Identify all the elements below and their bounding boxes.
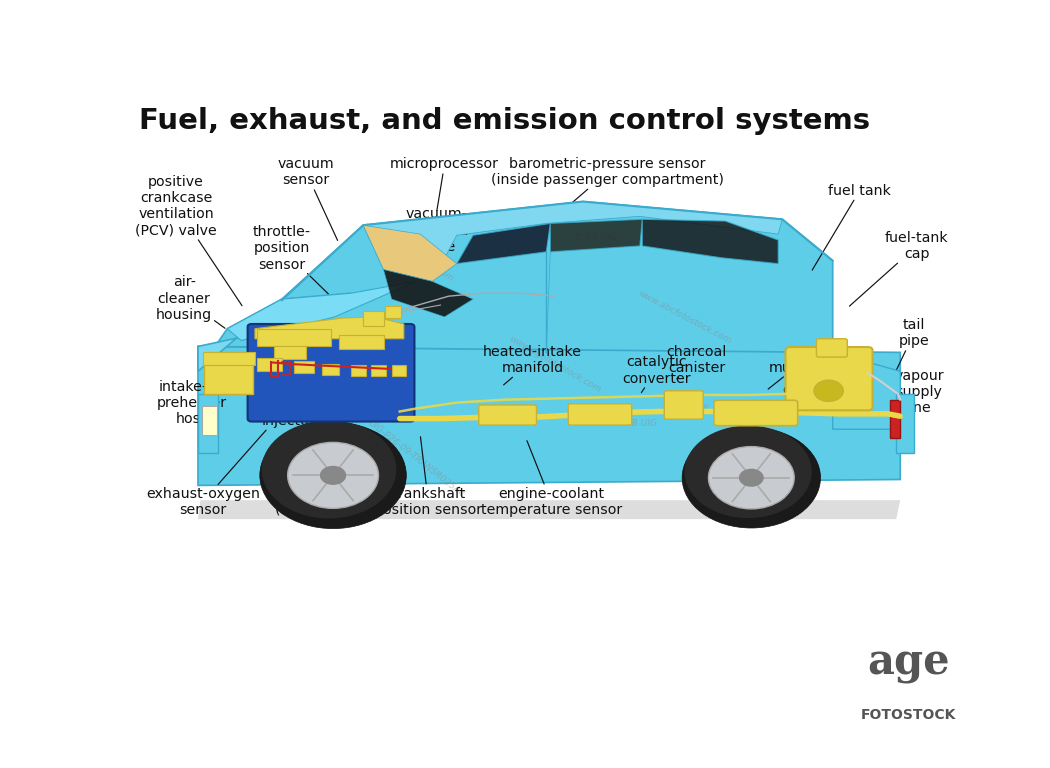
FancyBboxPatch shape (392, 366, 406, 376)
FancyBboxPatch shape (322, 364, 339, 375)
Text: engine-coolant
temperature sensor: engine-coolant temperature sensor (481, 441, 622, 517)
Polygon shape (225, 353, 880, 425)
Circle shape (739, 468, 763, 487)
Text: heated-intake
manifold: heated-intake manifold (483, 346, 582, 385)
Text: fuel tank: fuel tank (812, 184, 891, 270)
Polygon shape (550, 220, 643, 252)
Text: intake-air
preheater
hose: intake-air preheater hose (158, 380, 238, 426)
FancyBboxPatch shape (274, 346, 307, 359)
FancyBboxPatch shape (339, 335, 383, 349)
FancyBboxPatch shape (198, 394, 218, 453)
Text: © EB UIG: © EB UIG (573, 233, 616, 242)
FancyBboxPatch shape (714, 400, 798, 425)
Text: exhaust-oxygen
sensor: exhaust-oxygen sensor (146, 430, 266, 517)
Polygon shape (198, 500, 900, 519)
Text: Fuel, exhaust, and emission control systems: Fuel, exhaust, and emission control syst… (140, 107, 870, 135)
Polygon shape (457, 223, 550, 263)
FancyBboxPatch shape (568, 404, 632, 425)
Circle shape (261, 421, 396, 518)
Text: vacuum
sensor: vacuum sensor (278, 157, 338, 240)
FancyBboxPatch shape (202, 406, 216, 435)
Polygon shape (255, 317, 404, 339)
FancyBboxPatch shape (248, 324, 415, 422)
FancyBboxPatch shape (896, 394, 915, 453)
FancyBboxPatch shape (479, 405, 537, 425)
Polygon shape (833, 353, 900, 429)
Text: fuel-tank
cap: fuel-tank cap (849, 231, 948, 306)
Polygon shape (227, 281, 416, 340)
Text: microprocessor: microprocessor (390, 157, 499, 210)
Text: www.agefotostock.com: www.agefotostock.com (361, 220, 455, 283)
Text: tail
pipe: tail pipe (894, 318, 929, 376)
FancyBboxPatch shape (257, 358, 281, 371)
Polygon shape (363, 201, 782, 281)
FancyBboxPatch shape (205, 361, 253, 394)
Text: © EB UIG: © EB UIG (614, 419, 657, 428)
FancyBboxPatch shape (785, 347, 873, 410)
Text: barometric-pressure sensor
(inside passenger compartment): barometric-pressure sensor (inside passe… (490, 157, 723, 206)
FancyBboxPatch shape (385, 306, 401, 318)
Text: air-
cleaner
housing: air- cleaner housing (156, 276, 225, 328)
FancyBboxPatch shape (363, 311, 383, 326)
Circle shape (709, 446, 794, 509)
Text: throttle-
position
sensor: throttle- position sensor (253, 225, 329, 294)
Text: catalytic
converter: catalytic converter (622, 356, 691, 392)
Text: fuel
injector: fuel injector (261, 389, 315, 428)
FancyBboxPatch shape (203, 353, 255, 366)
Polygon shape (198, 201, 833, 371)
Circle shape (320, 465, 346, 485)
Polygon shape (198, 346, 900, 485)
FancyBboxPatch shape (817, 339, 847, 357)
Circle shape (288, 442, 378, 508)
Text: exhaust
pipe: exhaust pipe (782, 383, 839, 413)
Polygon shape (363, 225, 457, 281)
FancyBboxPatch shape (351, 366, 365, 376)
Text: age: age (867, 642, 950, 684)
Text: www.agefotostock.com: www.agefotostock.com (507, 334, 602, 394)
Text: crankshaft
position sensor: crankshaft position sensor (374, 437, 482, 517)
Text: FOTOSTOCK: FOTOSTOCK (861, 708, 957, 723)
FancyBboxPatch shape (257, 329, 331, 346)
Text: www.abcfotostock.com: www.abcfotostock.com (636, 289, 733, 346)
Text: positive
crankcase
ventilation
(PCV) valve: positive crankcase ventilation (PCV) val… (135, 175, 242, 306)
Polygon shape (198, 293, 351, 371)
Circle shape (685, 425, 812, 518)
Circle shape (259, 422, 406, 528)
Text: UIG-P26-09-TRANSR025A4: UIG-P26-09-TRANSR025A4 (366, 419, 466, 499)
Polygon shape (643, 220, 778, 263)
Text: muffler: muffler (769, 361, 820, 389)
Text: vacuum-
operated
valve: vacuum- operated valve (404, 207, 468, 254)
Polygon shape (383, 270, 472, 317)
Circle shape (682, 428, 820, 528)
Text: www.agefotostock.com: www.agefotostock.com (686, 393, 781, 453)
Text: vapour
supply
line: vapour supply line (886, 369, 944, 415)
FancyBboxPatch shape (294, 361, 314, 373)
FancyBboxPatch shape (665, 391, 704, 419)
Text: exhaust gas
recirculation
(EGR) valve: exhaust gas recirculation (EGR) valve (273, 419, 361, 517)
FancyBboxPatch shape (890, 399, 900, 438)
Circle shape (814, 380, 843, 402)
Text: charcoal
canister: charcoal canister (667, 346, 727, 379)
FancyBboxPatch shape (372, 366, 386, 376)
